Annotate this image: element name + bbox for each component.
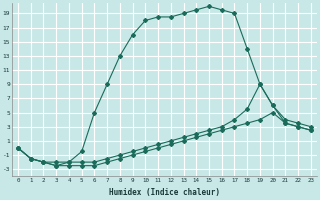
X-axis label: Humidex (Indice chaleur): Humidex (Indice chaleur) bbox=[109, 188, 220, 197]
